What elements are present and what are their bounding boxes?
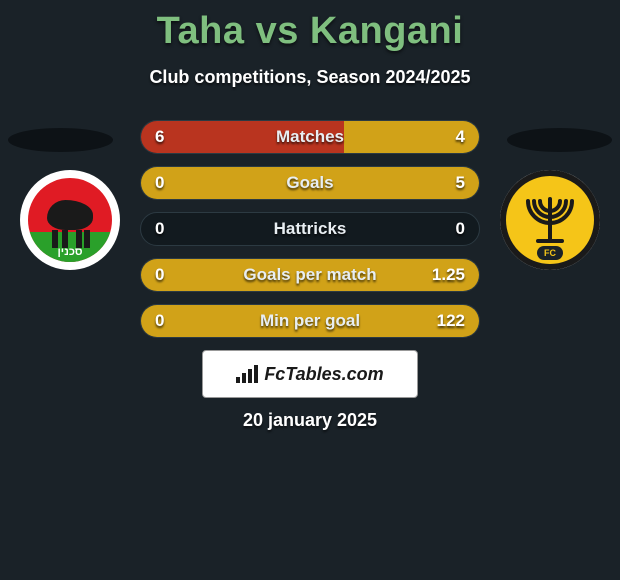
stat-left-value: 6 [155, 127, 164, 147]
stat-row-min-per-goal: 0 Min per goal 122 [140, 304, 480, 338]
team-badge-right: FC [500, 170, 600, 270]
stat-row-hattricks: 0 Hattricks 0 [140, 212, 480, 246]
stat-label: Hattricks [274, 219, 347, 239]
stat-right-value: 122 [437, 311, 465, 331]
chart-icon [236, 365, 258, 383]
stat-label: Min per goal [260, 311, 360, 331]
stats-panel: 6 Matches 4 0 Goals 5 0 Hattricks 0 0 Go… [140, 120, 480, 350]
stat-row-goals: 0 Goals 5 [140, 166, 480, 200]
comparison-card: Taha vs Kangani Club competitions, Seaso… [0, 0, 620, 580]
stat-label: Goals per match [243, 265, 376, 285]
stat-label: Goals [286, 173, 333, 193]
badge-right-bg: FC [500, 170, 600, 270]
stat-right-value: 1.25 [432, 265, 465, 285]
stat-left-value: 0 [155, 219, 164, 239]
stat-right-value: 0 [456, 219, 465, 239]
stat-label: Matches [276, 127, 344, 147]
badge-left-text: סכנין [28, 246, 112, 258]
badge-left-animal-icon [47, 200, 93, 230]
shadow-right [507, 128, 612, 152]
badge-left-bg: סכנין [28, 178, 112, 262]
stat-right-value: 4 [456, 127, 465, 147]
date-label: 20 january 2025 [0, 410, 620, 431]
stat-row-goals-per-match: 0 Goals per match 1.25 [140, 258, 480, 292]
stat-left-value: 0 [155, 173, 164, 193]
team-badge-left: סכנין [20, 170, 120, 270]
page-subtitle: Club competitions, Season 2024/2025 [0, 67, 620, 88]
badge-right-text: FC [537, 246, 563, 260]
stat-row-matches: 6 Matches 4 [140, 120, 480, 154]
brand-link[interactable]: FcTables.com [202, 350, 418, 398]
stat-left-value: 0 [155, 311, 164, 331]
menorah-icon [520, 193, 580, 247]
stat-right-value: 5 [456, 173, 465, 193]
page-title: Taha vs Kangani [0, 0, 620, 53]
brand-text: FcTables.com [264, 364, 383, 385]
shadow-left [8, 128, 113, 152]
stat-left-value: 0 [155, 265, 164, 285]
